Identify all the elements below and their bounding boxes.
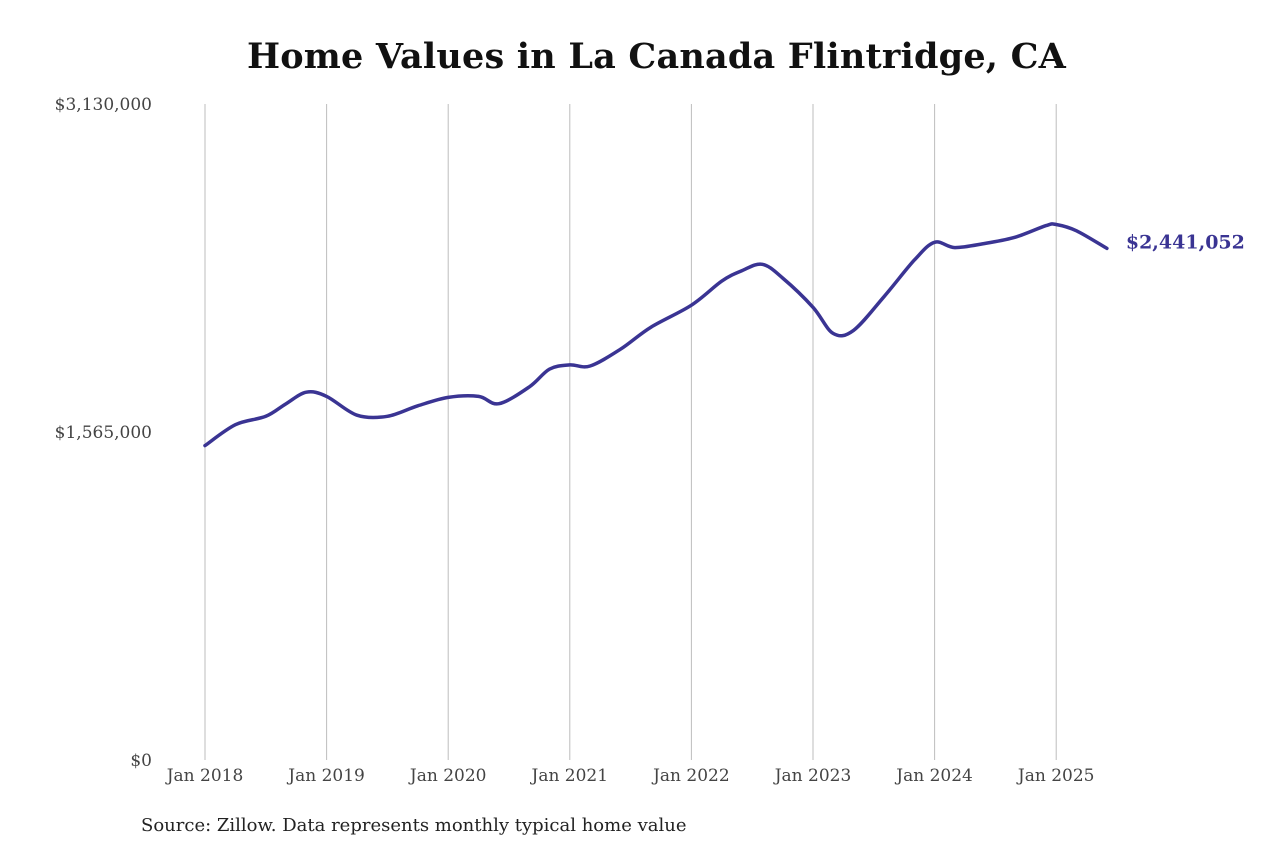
x-tick-label: Jan 2018 (165, 766, 244, 786)
x-tick-label: Jan 2024 (894, 766, 973, 786)
x-tick-label: Jan 2021 (530, 766, 609, 786)
gridlines (204, 104, 1057, 760)
x-tick-label: Jan 2019 (286, 766, 365, 786)
y-tick-label: $3,130,000 (55, 95, 152, 115)
x-tick-label: Jan 2022 (651, 766, 730, 786)
axis-labels: Jan 2018 Jan 2019 Jan 2020 Jan 2021 Jan 2022… (55, 95, 1095, 786)
x-tick-label: Jan 2023 (773, 766, 852, 786)
x-tick-label: Jan 2020 (408, 766, 487, 786)
y-tick-label: $1,565,000 (55, 423, 152, 443)
y-tick-label: $0 (130, 751, 152, 771)
source-note: Source: Zillow. Data represents monthly … (141, 815, 687, 836)
chart-title: Home Values in La Canada Flintridge, CA (246, 36, 1066, 77)
annotations: $2,441,052 (1126, 231, 1245, 253)
x-tick-label: Jan 2025 (1016, 766, 1095, 786)
series-layer (203, 222, 1109, 448)
series-line (203, 222, 1109, 448)
end-value-label: $2,441,052 (1126, 231, 1245, 253)
